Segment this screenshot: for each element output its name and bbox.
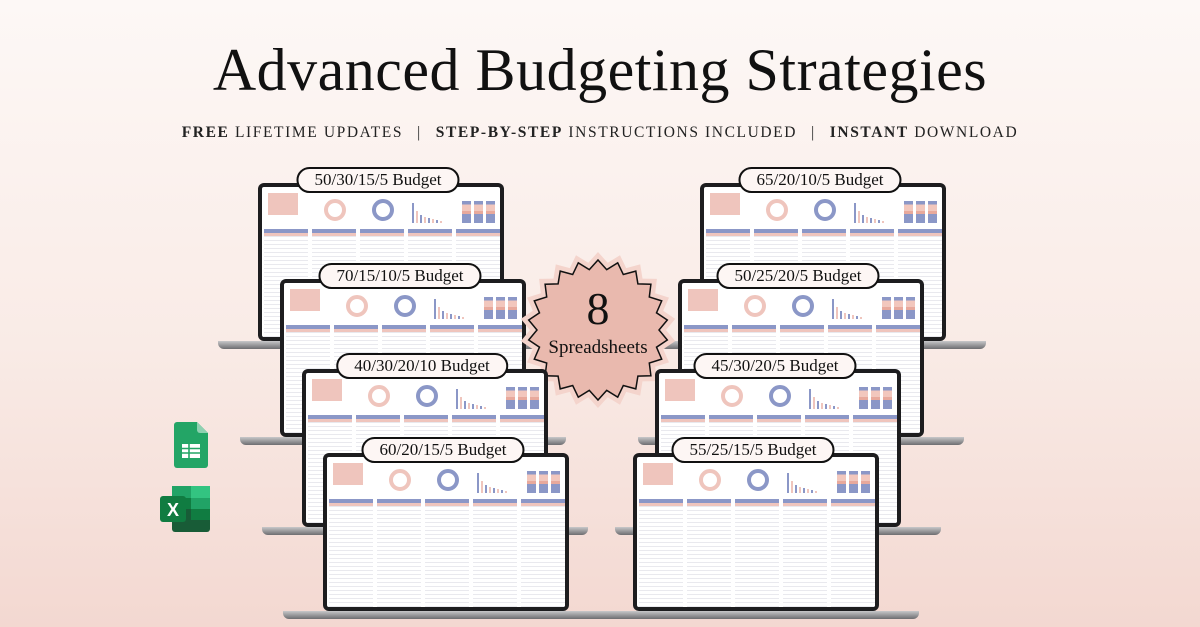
budget-label: 50/30/15/5 Budget [296,167,460,193]
laptop-base [593,611,919,619]
laptop-screen [323,453,569,611]
laptop-screen [633,453,879,611]
laptop-spreadsheet-preview [633,453,879,611]
laptop-spreadsheet-preview [323,453,569,611]
badge-number: 8 [586,283,610,334]
spreadsheet-thumbnail [327,457,565,607]
budget-label: 65/20/10/5 Budget [738,167,902,193]
excel-icon: X [160,486,210,532]
separator: | [417,124,422,141]
subtitle: FREE LIFETIME UPDATES | STEP-BY-STEP INSTR… [0,124,1200,142]
budget-label: 50/25/20/5 Budget [716,263,880,289]
separator: | [811,124,816,141]
budget-label: 60/20/15/5 Budget [361,437,525,463]
badge-text: Spreadsheets [548,337,648,358]
subtitle-free: FREE [181,124,230,141]
subtitle-instructions: INSTRUCTIONS INCLUDED [562,124,798,141]
budget-label: 55/25/15/5 Budget [671,437,835,463]
google-sheets-icon [174,422,208,468]
budget-label: 70/15/10/5 Budget [318,263,482,289]
page-title: Advanced Budgeting Strategies [212,37,988,103]
subtitle-download: DOWNLOAD [908,124,1019,141]
subtitle-instant: INSTANT [829,124,909,141]
subtitle-steps: STEP-BY-STEP [435,124,563,141]
starburst-badge [520,252,676,408]
budget-label: 40/30/20/10 Budget [336,353,508,379]
svg-text:X: X [167,500,179,520]
laptop-base [283,611,609,619]
subtitle-updates: LIFETIME UPDATES [229,124,404,141]
spreadsheet-thumbnail [637,457,875,607]
budget-label: 45/30/20/5 Budget [693,353,857,379]
